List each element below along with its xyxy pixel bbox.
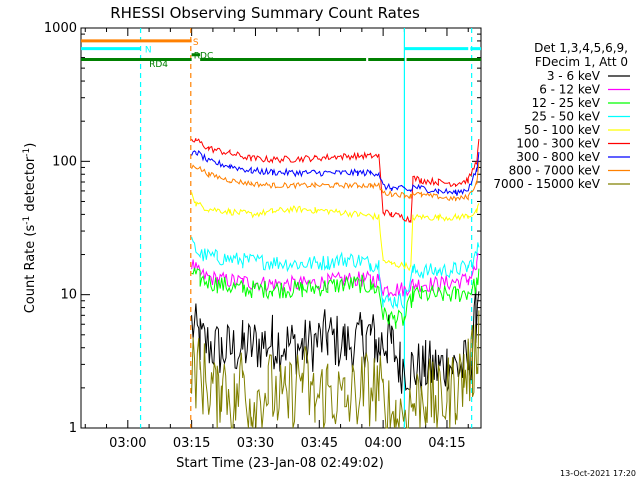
y-axis-label: Count Rate (s-1 detector-1)	[22, 143, 38, 314]
legend-label-2: 12 - 25 keV	[532, 96, 601, 110]
x-tick-labels: 03:00 03:15 03:30 03:45 04:00 04:15	[109, 436, 466, 451]
y-axis-label-prefix: Count Rate (s	[23, 225, 38, 314]
x-tick-label-2: 03:30	[237, 436, 274, 451]
x-tick-label-1: 03:15	[173, 436, 210, 451]
series-line-0	[191, 287, 480, 394]
legend-label-3: 25 - 50 keV	[532, 110, 601, 124]
series-line-4	[191, 192, 480, 272]
corner-note: 13-Oct-2021 17:20	[560, 469, 636, 478]
legend-header-line-2: FDecim 1, Att 0	[535, 55, 628, 69]
y-tick-label-2: 100	[52, 154, 77, 169]
series-line-3	[191, 236, 480, 310]
x-axis-label: Start Time (23-Jan-08 02:49:02)	[176, 456, 384, 471]
legend: Det 1,3,4,5,6,9, FDecim 1, Att 0 3 - 6 k…	[493, 41, 630, 191]
y-tick-label-1: 10	[60, 288, 77, 303]
legend-label-6: 300 - 800 keV	[516, 150, 600, 164]
state-bar-label-n: N	[145, 46, 152, 56]
x-tick-label-0: 03:00	[109, 436, 146, 451]
series-layer	[191, 138, 480, 429]
legend-label-8: 7000 - 15000 keV	[493, 177, 600, 191]
series-line-6	[191, 150, 480, 196]
y-axis-label-suffix: detector	[23, 156, 38, 216]
legend-label-5: 100 - 300 keV	[516, 137, 600, 151]
state-bars: S N RD4 RDC	[81, 38, 481, 70]
legend-label-0: 3 - 6 keV	[547, 69, 601, 83]
x-tick-label-3: 03:45	[301, 436, 338, 451]
legend-label-1: 6 - 12 keV	[539, 83, 601, 97]
legend-header-line-1: Det 1,3,4,5,6,9,	[534, 41, 628, 55]
axis-ticks	[81, 28, 481, 429]
y-axis-label-sup-2: -1	[22, 148, 32, 157]
series-line-8	[191, 310, 480, 429]
vertical-markers	[139, 28, 473, 428]
series-line-5	[191, 138, 480, 223]
x-tick-label-5: 04:15	[428, 436, 465, 451]
legend-label-4: 50 - 100 keV	[524, 123, 601, 137]
plot-frame	[80, 27, 482, 429]
y-axis-label-sup: -1	[22, 216, 32, 225]
y-tick-label-0: 1	[69, 421, 77, 436]
state-bar-label-rdc: RDC	[194, 52, 213, 62]
series-line-2	[191, 267, 480, 329]
legend-label-7: 800 - 7000 keV	[509, 164, 601, 178]
state-bar-label-s: S	[193, 38, 199, 48]
y-tick-label-3: 1000	[44, 21, 77, 36]
series-line-7	[191, 162, 480, 202]
y-axis-label-end: )	[23, 143, 38, 148]
state-bar-label-rd4: RD4	[149, 60, 168, 70]
y-tick-labels: 1 10 100 1000	[44, 21, 77, 436]
chart-title: RHESSI Observing Summary Count Rates	[110, 4, 420, 22]
x-tick-label-4: 04:00	[364, 436, 401, 451]
